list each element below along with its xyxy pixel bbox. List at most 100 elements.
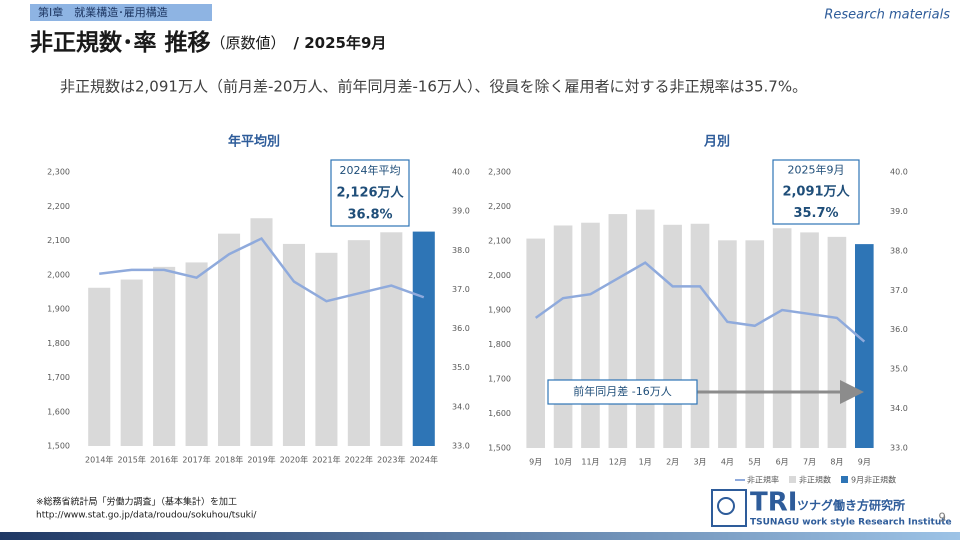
y2-tick-label: 38.0 <box>890 246 908 255</box>
logo-text: TRI <box>750 488 797 518</box>
bar <box>282 243 305 446</box>
annotation-box <box>547 379 698 405</box>
annotation-text: 35.7% <box>793 206 838 221</box>
y-tick-label: 2,200 <box>47 202 70 211</box>
y-tick-label: 2,100 <box>47 236 70 245</box>
y2-tick-label: 40.0 <box>890 168 908 177</box>
bar <box>800 232 819 448</box>
y-tick-label: 1,800 <box>47 339 70 348</box>
x-tick-label: 2月 <box>666 458 679 467</box>
bar <box>380 232 403 446</box>
bar <box>315 252 338 446</box>
y2-tick-label: 37.0 <box>452 285 470 294</box>
research-tag: Research materials <box>824 8 950 23</box>
bar <box>690 223 710 448</box>
bar <box>553 225 573 448</box>
title-date: / 2025年9月 <box>294 34 387 52</box>
x-tick-label: 2015年 <box>118 455 146 465</box>
chapter-tag-bg <box>30 4 212 21</box>
x-tick-label: 1月 <box>639 458 652 467</box>
y-tick-label: 1,600 <box>488 409 511 418</box>
x-tick-label: 2020年 <box>280 455 308 465</box>
y2-tick-label: 36.0 <box>890 325 908 334</box>
x-tick-label: 4月 <box>721 458 734 467</box>
summary: 非正規数は2,091万人（前月差-20万人、前年同月差-16万人）、役員を除く雇… <box>60 78 807 96</box>
line <box>99 236 425 303</box>
x-tick-label: 9月 <box>529 458 542 467</box>
y-tick-label: 2,100 <box>488 237 511 246</box>
annotation-text: 2025年9月 <box>788 163 845 177</box>
chart-title: 年平均別 <box>228 134 280 150</box>
y2-tick-label: 34.0 <box>890 404 908 413</box>
bar <box>347 240 370 446</box>
bar <box>663 224 682 448</box>
x-tick-label: 3月 <box>693 458 706 467</box>
legend-label: 9月非正規数 <box>851 475 896 485</box>
legend-label: 非正規数 <box>799 475 831 485</box>
logo-sub: TSUNAGU work style Research Institute <box>750 518 952 528</box>
annotation-text: 2,091万人 <box>782 185 850 200</box>
x-tick-label: 9月 <box>858 458 871 467</box>
line <box>534 261 866 343</box>
x-tick-label: 11月 <box>581 458 599 467</box>
bar <box>185 262 208 446</box>
bar <box>250 218 273 446</box>
y-tick-label: 2,000 <box>47 270 70 279</box>
logo-name: ツナグ働き方研究所 <box>797 498 905 513</box>
y2-tick-label: 39.0 <box>890 207 908 216</box>
annotation-box <box>330 159 410 227</box>
annotation-text: 前年同月差 -16万人 <box>573 384 671 398</box>
bar <box>608 214 628 448</box>
y-tick-label: 1,700 <box>488 375 511 384</box>
x-tick-label: 10月 <box>554 458 572 467</box>
bar <box>526 238 546 448</box>
x-tick-label: 2024年 <box>410 455 438 465</box>
y2-tick-label: 35.0 <box>452 363 470 372</box>
logo-icon <box>711 489 747 527</box>
y-tick-label: 1,500 <box>488 444 511 453</box>
x-tick-label: 2014年 <box>85 455 113 465</box>
legend-swatch <box>841 476 848 483</box>
y-tick-label: 1,800 <box>488 340 511 349</box>
y-tick-label: 2,300 <box>488 168 511 177</box>
logo-icon-lens <box>717 497 735 515</box>
source-url: http://www.stat.go.jp/data/roudou/sokuho… <box>36 511 257 521</box>
title: 非正規数･率 推移（原数値） / 2025年9月 <box>30 29 386 56</box>
y-tick-label: 1,500 <box>47 442 70 451</box>
title-main: 非正規数･率 推移 <box>30 29 211 56</box>
y2-tick-label: 39.0 <box>452 207 470 216</box>
x-tick-label: 5月 <box>748 458 761 467</box>
legend-label: 非正規率 <box>747 475 779 485</box>
bar <box>827 236 847 448</box>
y2-tick-label: 33.0 <box>890 444 908 453</box>
title-note: （原数値） <box>211 34 286 52</box>
x-tick-label: 7月 <box>803 458 816 467</box>
bar <box>581 222 600 448</box>
annotation-text: 2024年平均 <box>340 163 401 177</box>
bar <box>412 231 435 446</box>
bar <box>854 244 874 448</box>
y2-tick-label: 33.0 <box>452 442 470 451</box>
legend-swatch <box>789 476 796 483</box>
x-tick-label: 8月 <box>830 458 843 467</box>
annotation-text: 2,126万人 <box>336 186 404 201</box>
x-tick-label: 2022年 <box>345 455 373 465</box>
bottom-stripe <box>0 532 960 540</box>
y-tick-label: 2,000 <box>488 271 511 280</box>
chapter-tag: 第Ⅰ章 就業構造･雇用構造 <box>38 5 168 19</box>
y-tick-label: 1,900 <box>47 305 70 314</box>
bar <box>88 287 111 446</box>
bar <box>635 209 655 448</box>
source-note: ※総務省統計局「労働力調査」（基本集計）を加工 <box>36 496 237 508</box>
y-tick-label: 1,900 <box>488 306 511 315</box>
y-tick-label: 1,700 <box>47 373 70 382</box>
x-tick-label: 6月 <box>776 458 789 467</box>
x-tick-label: 2017年 <box>182 455 210 465</box>
bar <box>718 240 737 448</box>
y-tick-label: 2,200 <box>488 202 511 211</box>
x-tick-label: 2021年 <box>312 455 340 465</box>
bar <box>745 240 765 448</box>
annotation-box <box>772 159 860 225</box>
